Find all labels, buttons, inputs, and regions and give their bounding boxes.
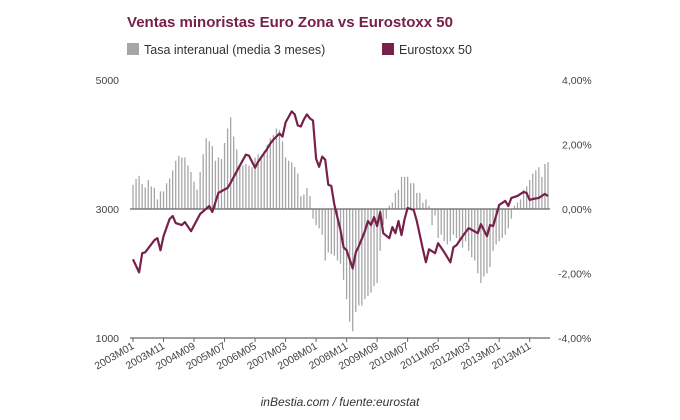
left-tick-label: 3000 bbox=[96, 204, 120, 216]
right-tick-label: 2,00% bbox=[562, 140, 592, 152]
right-tick-label: -2,00% bbox=[558, 268, 591, 280]
x-axis: 2003M012003M112004M092005M072006M052007M… bbox=[93, 338, 533, 372]
right-axis: 4,00% 2,00% 0,00% -2,00% -4,00% bbox=[558, 75, 592, 345]
left-axis: 5000 3000 1000 bbox=[96, 75, 120, 345]
legend-label-line: Eurostoxx 50 bbox=[399, 43, 472, 57]
right-tick-label: 0,00% bbox=[562, 204, 592, 216]
legend-label-bars: Tasa interanual (media 3 meses) bbox=[144, 43, 325, 57]
legend: Tasa interanual (media 3 meses) Eurostox… bbox=[127, 43, 472, 57]
source-footer: inBestia.com / fuente:eurostat bbox=[261, 395, 420, 409]
left-tick-label: 5000 bbox=[96, 75, 120, 87]
right-tick-label: -4,00% bbox=[558, 333, 591, 345]
legend-swatch-line bbox=[382, 43, 394, 55]
chart-title: Ventas minoristas Euro Zona vs Eurostoxx… bbox=[127, 14, 453, 31]
legend-swatch-bars bbox=[127, 43, 139, 55]
left-tick-label: 1000 bbox=[96, 333, 120, 345]
eurostoxx-line bbox=[132, 110, 549, 274]
right-tick-label: 4,00% bbox=[562, 75, 592, 87]
